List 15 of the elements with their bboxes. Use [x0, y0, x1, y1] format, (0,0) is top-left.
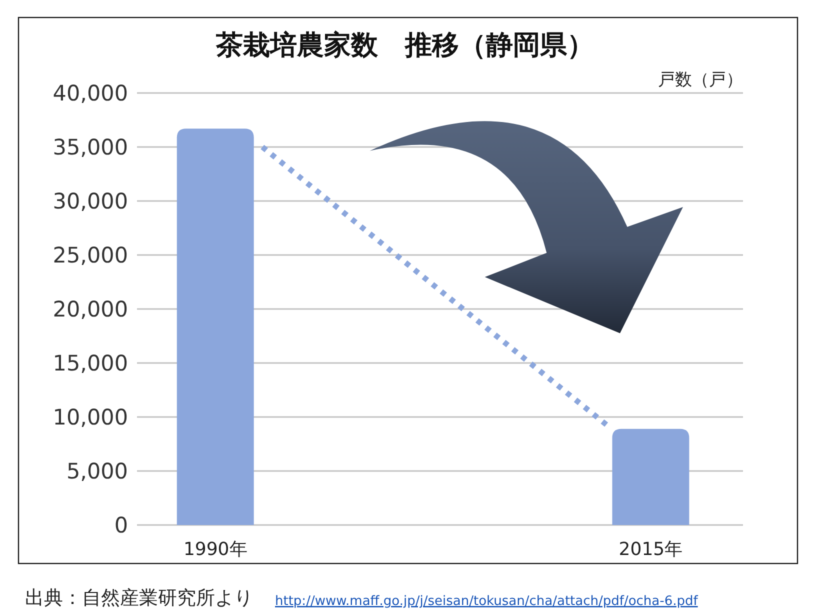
y-tick-label: 0 [114, 514, 128, 538]
y-tick-label: 35,000 [52, 136, 128, 160]
text: http://www.maff.go.jp/j/seisan/tokusan/cha/attach/pdf/ocha-6.pdf [275, 594, 698, 609]
y-axis-title: 戸数（戸） [658, 70, 743, 90]
y-tick-label: 40,000 [52, 82, 128, 106]
y-tick-label: 10,000 [52, 406, 128, 430]
source-note: 出典：自然産業研究所より [25, 587, 253, 609]
x-tick-label: 2015年 [618, 539, 683, 560]
y-tick-label: 15,000 [52, 352, 128, 376]
chart-title: 茶栽培農家数 推移（静岡県） [215, 30, 594, 61]
y-tick-label: 30,000 [52, 190, 128, 214]
x-tick-label: 1990年 [183, 539, 248, 560]
y-tick-label: 5,000 [66, 460, 128, 484]
y-tick-label: 25,000 [52, 244, 128, 268]
y-tick-label: 20,000 [52, 298, 128, 322]
